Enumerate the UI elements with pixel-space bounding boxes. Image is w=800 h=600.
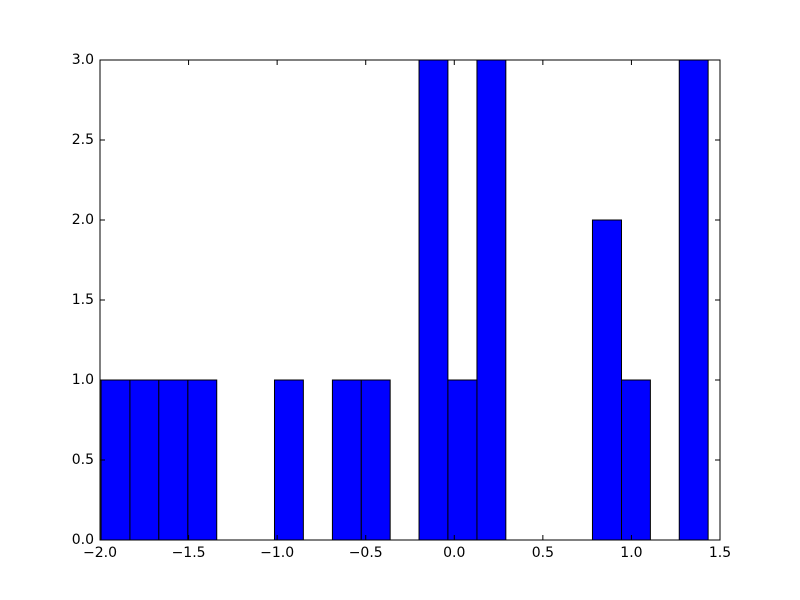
bar [187, 379, 218, 541]
bar [360, 379, 391, 541]
bar [678, 59, 709, 541]
bar [129, 379, 160, 541]
x-tick-label: −1.5 [172, 545, 206, 561]
bar [331, 379, 362, 541]
y-tick-label: 2.5 [72, 132, 94, 148]
y-tick-label: 3.0 [72, 52, 94, 68]
y-tick-label: 0.5 [72, 452, 94, 468]
x-tick-label: 1.5 [709, 545, 731, 561]
y-tick-label: 1.0 [72, 372, 94, 388]
bar [591, 219, 623, 541]
bar [476, 59, 507, 541]
x-tick-label: 0.5 [532, 545, 554, 561]
y-tick-label: 1.5 [72, 292, 94, 308]
x-tick-label: 1.0 [620, 545, 642, 561]
bar [447, 379, 478, 541]
y-tick-label: 2.0 [72, 212, 94, 228]
bar [418, 59, 449, 541]
x-tick-label: 0.0 [443, 545, 465, 561]
x-tick-label: −0.5 [349, 545, 383, 561]
x-tick-label: −1.0 [260, 545, 294, 561]
bar [621, 379, 651, 541]
bar [100, 379, 131, 541]
bar [158, 379, 189, 541]
y-tick-label: 0.0 [72, 532, 94, 548]
bar [273, 379, 304, 541]
x-tick-label: −2.0 [83, 545, 117, 561]
